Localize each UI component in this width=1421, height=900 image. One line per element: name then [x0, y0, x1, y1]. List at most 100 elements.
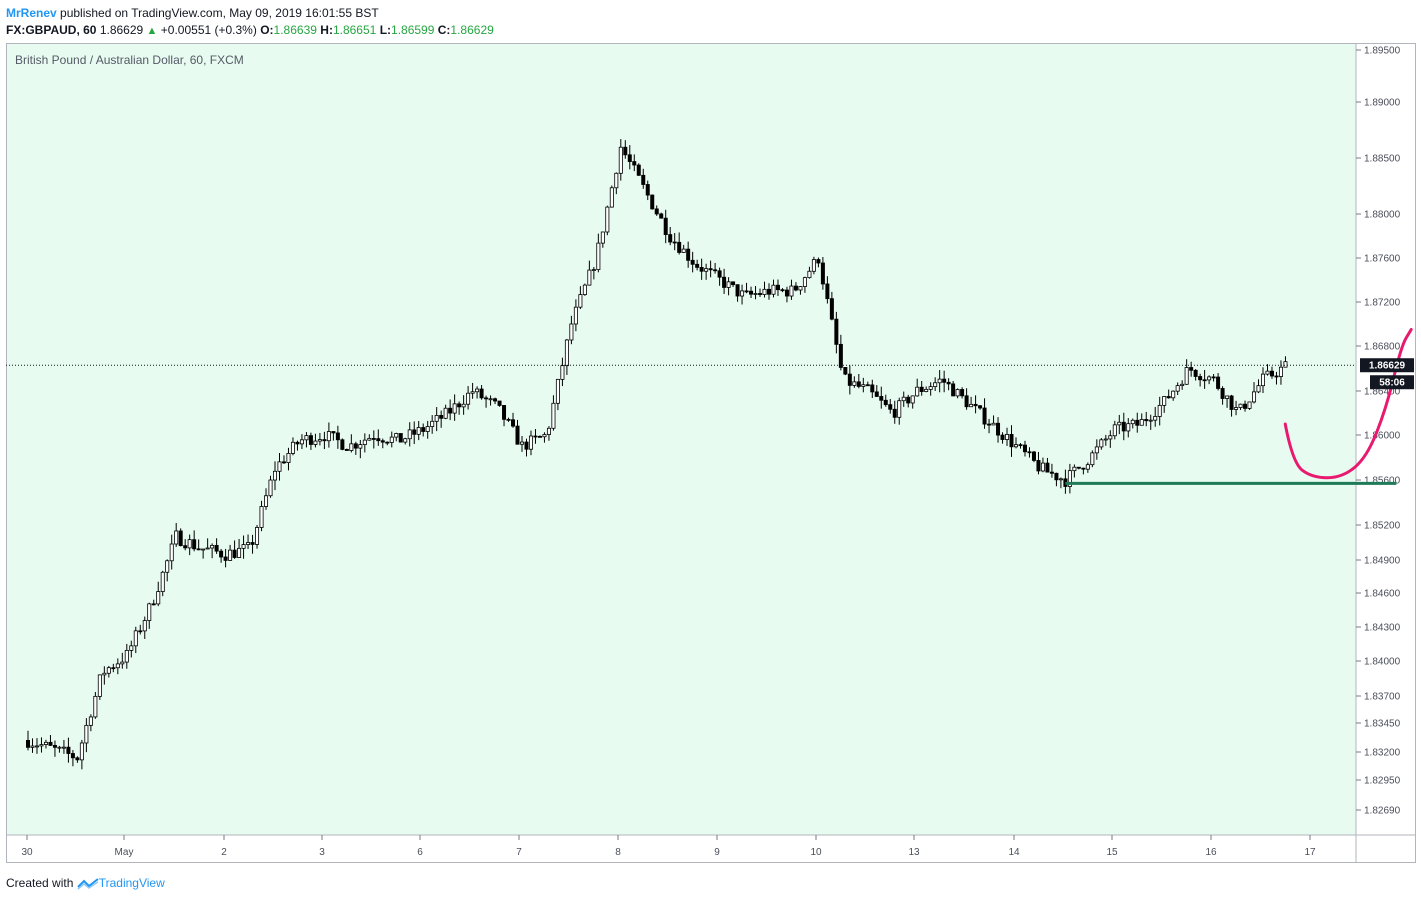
candle-up — [1139, 419, 1144, 426]
price-chart[interactable]: British Pound / Australian Dollar, 60, F… — [6, 43, 1416, 863]
candle-down — [1000, 434, 1005, 440]
candle-up — [704, 268, 709, 272]
author-link[interactable]: MrRenev — [6, 6, 57, 20]
candle-down — [892, 408, 897, 418]
candle-down — [847, 373, 852, 386]
candle-up — [587, 269, 592, 286]
candle-down — [1220, 388, 1225, 399]
candle-down — [340, 439, 345, 450]
candle-up — [452, 403, 457, 414]
candle-up — [187, 539, 192, 549]
candle-up — [43, 741, 48, 745]
candle-down — [996, 422, 1001, 436]
candle-down — [75, 757, 80, 761]
candle-up — [807, 270, 812, 279]
candle-up — [313, 440, 318, 445]
candle-up — [618, 146, 623, 174]
candle-up — [259, 506, 264, 528]
candle-up — [57, 746, 62, 749]
candle-up — [228, 549, 233, 561]
candle-up — [1112, 424, 1117, 437]
candle-down — [295, 441, 300, 445]
published-text: published on TradingView.com, May 09, 20… — [60, 6, 379, 20]
y-tick-label: 1.87600 — [1364, 254, 1401, 265]
candle-up — [1256, 385, 1261, 393]
candle-up — [937, 378, 942, 384]
candle-down — [1211, 376, 1216, 379]
countdown-tag-bg — [1370, 375, 1414, 390]
candle-up — [811, 259, 816, 272]
candle-up — [1247, 401, 1252, 409]
x-tick-label: 14 — [1008, 847, 1020, 858]
candle-down — [825, 283, 830, 300]
candle-up — [1117, 421, 1122, 426]
candle-up — [1175, 385, 1180, 392]
candle-up — [358, 444, 363, 449]
candle-down — [951, 383, 956, 397]
tradingview-brand-link[interactable]: TradingView — [98, 876, 165, 890]
candle-up — [394, 433, 399, 438]
candle-up — [268, 479, 273, 497]
candle-up — [169, 543, 174, 562]
candle-down — [66, 746, 71, 754]
candle-down — [942, 378, 947, 383]
candle-down — [793, 285, 798, 291]
candle-down — [865, 384, 870, 387]
candle-up — [582, 284, 587, 296]
candle-down — [457, 403, 462, 408]
candle-up — [1067, 470, 1072, 487]
candle-up — [1238, 403, 1243, 408]
candle-down — [1269, 370, 1274, 377]
candle-down — [281, 461, 286, 464]
candle-up — [600, 231, 605, 244]
candle-down — [448, 407, 453, 414]
price-axis[interactable]: 1.89500 1.89000 1.88500 1.88000 1.87600 1.872… — [1356, 46, 1401, 817]
candle-up — [1130, 419, 1135, 425]
candle-up — [1157, 404, 1162, 417]
candle-up — [277, 461, 282, 472]
candle-up — [560, 365, 565, 380]
candle-down — [479, 388, 484, 399]
candle-down — [515, 425, 520, 445]
candle-up — [434, 415, 439, 422]
candle-up — [34, 745, 39, 748]
candle-down — [906, 396, 911, 404]
candle-down — [219, 550, 224, 558]
candle-up — [407, 429, 412, 440]
candle-down — [973, 403, 978, 407]
candle-down — [960, 389, 965, 397]
candle-up — [1058, 478, 1063, 481]
time-scale-background — [6, 835, 1356, 863]
up-triangle-icon: ▲ — [146, 25, 158, 37]
candle-down — [978, 405, 983, 409]
candle-down — [695, 263, 700, 268]
candle-down — [672, 241, 677, 244]
candle-up — [317, 439, 322, 442]
price-tag-text: 1.86629 — [1369, 361, 1406, 372]
y-tick-label: 1.88500 — [1364, 154, 1401, 165]
candle-down — [874, 391, 879, 397]
candle-down — [511, 419, 516, 427]
candle-up — [84, 724, 89, 744]
candle-up — [1014, 444, 1019, 448]
candle-up — [555, 378, 560, 404]
y-tick-label: 1.89500 — [1364, 46, 1401, 57]
candle-up — [852, 381, 857, 386]
candle-up — [205, 547, 210, 550]
plot-background — [6, 43, 1356, 835]
x-tick-label: 7 — [516, 847, 522, 858]
candle-down — [421, 427, 426, 432]
candle-up — [88, 716, 93, 726]
candle-down — [308, 435, 313, 445]
time-axis[interactable]: 30 May 2 3 6 7 8 9 10 13 14 15 16 17 — [21, 835, 1316, 858]
candle-up — [551, 402, 556, 429]
candle-up — [246, 542, 251, 545]
x-tick-label: 9 — [714, 847, 720, 858]
x-tick-label: 15 — [1106, 847, 1118, 858]
candle-down — [1031, 451, 1036, 461]
candle-up — [1180, 383, 1185, 387]
x-tick-label: 2 — [221, 847, 227, 858]
candle-up — [106, 667, 111, 674]
candle-up — [461, 403, 466, 408]
y-tick-label: 1.84900 — [1364, 556, 1401, 567]
